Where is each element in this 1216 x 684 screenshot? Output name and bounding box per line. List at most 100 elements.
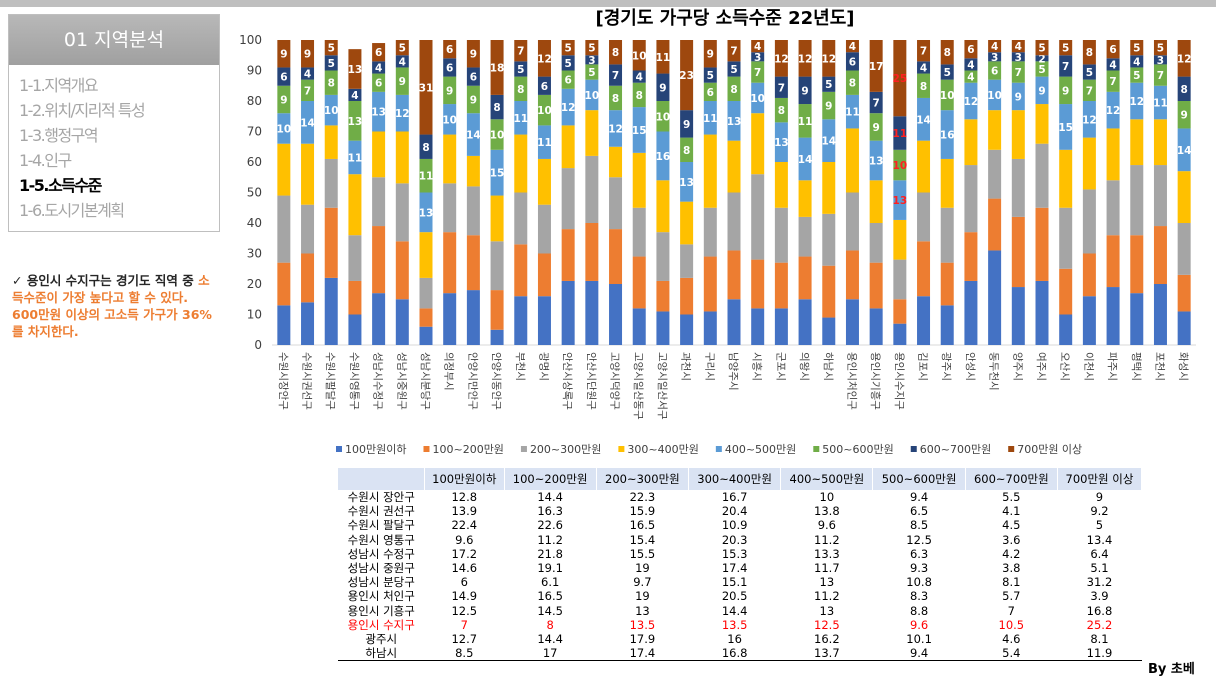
top-bar	[0, 0, 1216, 7]
bar-segment	[372, 293, 386, 345]
bar-segment	[656, 232, 670, 281]
bar-segment	[822, 317, 836, 345]
bar-segment	[964, 70, 978, 83]
bar-segment	[466, 186, 480, 236]
bar-segment	[727, 40, 741, 62]
bar-segment	[822, 119, 836, 162]
data-label: 3	[1157, 55, 1164, 67]
data-table: 100만원이하 100~200만원 200~300만원 300~400만원 400~50…	[338, 468, 1143, 662]
bar-segment	[1035, 55, 1049, 62]
sidebar-header: 01 지역분석	[9, 15, 219, 65]
bar-segment	[537, 253, 551, 297]
table-cell: 14.4	[721, 603, 748, 618]
bar-segment	[585, 79, 599, 111]
bar-segment	[727, 250, 741, 300]
bar-segment	[751, 61, 765, 83]
bar-segment	[1177, 223, 1191, 275]
data-label: 9	[1015, 91, 1022, 103]
bar-segment	[301, 143, 315, 205]
legend-swatch	[715, 446, 722, 452]
table-cell: 9	[1095, 490, 1104, 505]
table-cell: 5.1	[1090, 561, 1109, 576]
bar-segment	[845, 192, 859, 251]
bar-segment	[466, 40, 480, 68]
bar-segment	[585, 55, 599, 65]
bar-segment	[1177, 274, 1191, 312]
bar-segment	[1177, 311, 1191, 345]
bar-segment	[703, 82, 717, 101]
bar-segment	[917, 97, 931, 141]
data-label: 8	[849, 78, 856, 90]
bar-segment	[395, 299, 409, 345]
data-label: 3	[1015, 52, 1022, 64]
bar-segment	[372, 43, 386, 62]
bar-segment	[561, 168, 575, 230]
bar-segment	[940, 79, 954, 111]
bar-segment	[751, 174, 765, 260]
bar-segment	[940, 305, 954, 345]
data-label: 10	[656, 111, 671, 123]
column-header: 100~200만원	[504, 468, 597, 490]
bar-segment	[1011, 216, 1025, 288]
bar-segment	[324, 158, 338, 208]
bar-segment	[348, 140, 362, 175]
bar-segment	[751, 308, 765, 345]
bar-segment	[751, 40, 765, 53]
bar-segment	[1153, 55, 1167, 65]
bar-segment	[940, 110, 954, 159]
data-label: 4	[920, 62, 927, 74]
table-cell: 8	[546, 617, 554, 632]
table-cell: 4.2	[1002, 546, 1021, 561]
menu-item: 1-5.소득수준	[19, 176, 102, 195]
table-cell: 10.1	[906, 631, 932, 646]
table-cell: 15.3	[721, 546, 748, 561]
data-label: 5	[707, 70, 714, 82]
data-label: 4	[754, 41, 761, 53]
table-row: 광주시 12.7 14.4 17.9 16 16.2 10.1 4.6 8.1	[338, 632, 1142, 646]
data-label: 25	[893, 73, 908, 85]
bar-segment	[1035, 280, 1049, 345]
y-tick-label: 60	[247, 155, 262, 169]
table-cell: 14.4	[537, 490, 563, 505]
bar-segment	[964, 232, 978, 281]
x-tick-label: 의정부시	[443, 352, 455, 391]
data-label: 3	[754, 52, 761, 64]
bar-segment	[869, 262, 883, 309]
table-row: 용인시 처인구 14.9 16.5 19 20.5 11.2 8.3 5.7 3.9	[338, 589, 1142, 603]
y-tick-label: 40	[247, 216, 262, 230]
data-label: 9	[470, 94, 477, 106]
bar-segment	[348, 49, 362, 89]
row-label: 수원시 장안구	[347, 490, 415, 505]
legend-swatch	[423, 446, 430, 452]
data-label: 6	[280, 72, 287, 84]
data-label: 16	[656, 151, 671, 163]
table-cell: 13.4	[1086, 532, 1113, 547]
table-body: 수원시 장안구 12.8 14.4 22.3 16.7 10 9.4 5.5 9 수원시 권선구 1…	[338, 490, 1142, 662]
data-label: 10	[585, 90, 600, 102]
bar-segment	[443, 134, 457, 184]
column-header: 100만원이하	[424, 468, 505, 490]
bar-segment	[490, 149, 504, 196]
bar-segment	[490, 94, 504, 120]
bar-segment	[1059, 40, 1073, 56]
data-label: 7	[1062, 61, 1069, 73]
data-label: 6	[470, 72, 477, 84]
data-label: 9	[304, 49, 311, 61]
data-label: 9	[707, 49, 714, 61]
data-label: 15	[632, 125, 647, 137]
bar-segment	[277, 40, 291, 68]
bar-segment	[301, 204, 315, 254]
table-cell: 11.2	[814, 589, 840, 604]
footer: By 초베	[1148, 662, 1195, 677]
data-label: 7	[612, 70, 619, 82]
data-label: 12	[964, 96, 979, 108]
data-label: 14	[300, 117, 315, 129]
x-tick-label: 동두천시	[988, 352, 1000, 391]
bar-segment	[490, 329, 504, 345]
data-label: 7	[517, 46, 524, 58]
data-label: 11	[656, 52, 671, 64]
bar-segment	[585, 155, 599, 223]
bar-segment	[917, 241, 931, 297]
data-label: 5	[944, 67, 951, 79]
bar-segment	[324, 70, 338, 95]
